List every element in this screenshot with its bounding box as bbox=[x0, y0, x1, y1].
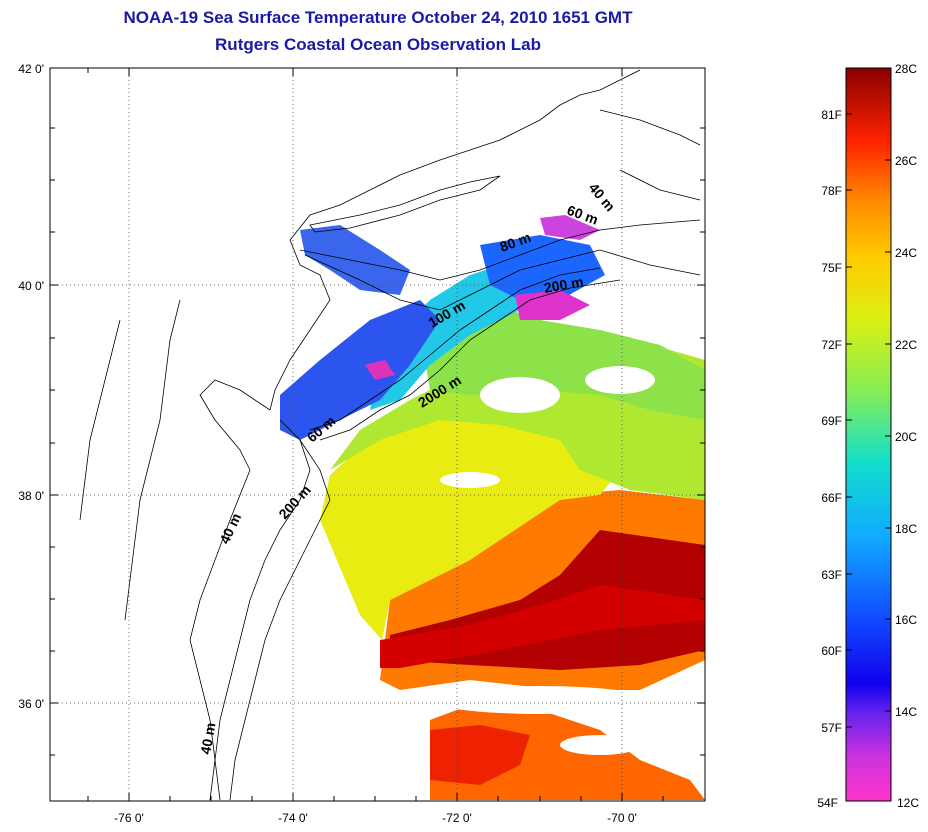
sst-gulf-stream-core bbox=[380, 585, 705, 668]
isobath-label: 40 m bbox=[216, 511, 244, 547]
cloud-gap bbox=[585, 366, 655, 394]
lon-label: -72 0' bbox=[442, 811, 472, 825]
cloud-gap bbox=[480, 377, 560, 413]
lat-label: 36 0' bbox=[18, 697, 44, 711]
isobath-label: 200 m bbox=[543, 273, 585, 296]
colorbar-c-label: 24C bbox=[895, 246, 917, 260]
sst-imagery bbox=[280, 215, 705, 800]
colorbar-c-label: 14C bbox=[895, 705, 917, 719]
colorbar-f-label: 66F bbox=[821, 491, 842, 505]
colorbar-c-label: 18C bbox=[895, 522, 917, 536]
colorbar bbox=[845, 67, 892, 802]
sst-south-patch-red bbox=[430, 725, 530, 785]
colorbar-c-label: 16C bbox=[895, 613, 917, 627]
colorbar-ticks bbox=[846, 113, 891, 728]
lat-axis-labels: 42 0' 40 0' 38 0' 36 0' bbox=[18, 62, 44, 711]
cloud-gap bbox=[560, 735, 640, 755]
colorbar-f-label: 57F bbox=[821, 721, 842, 735]
cloud-gap bbox=[440, 472, 500, 488]
colorbar-f-label: 75F bbox=[821, 261, 842, 275]
colorbar-f-label: 63F bbox=[821, 568, 842, 582]
colorbar-f-label: 81F bbox=[821, 108, 842, 122]
colorbar-celsius-labels: 28C 26C 24C 22C 20C 18C 16C 14C 12C bbox=[895, 62, 919, 810]
map-title: NOAA-19 Sea Surface Temperature October … bbox=[123, 8, 633, 27]
cloud-gap bbox=[430, 686, 650, 714]
sst-blue-ny-bight bbox=[300, 225, 410, 295]
colorbar-f-label: 78F bbox=[821, 184, 842, 198]
sst-cyan-shelf bbox=[370, 262, 540, 410]
sst-blue-shelf bbox=[480, 235, 605, 300]
lon-label: -76 0' bbox=[114, 811, 144, 825]
sst-yellow-region bbox=[320, 415, 620, 640]
map-subtitle: Rutgers Coastal Ocean Observation Lab bbox=[215, 35, 541, 54]
lon-label: -70 0' bbox=[607, 811, 637, 825]
lat-label: 38 0' bbox=[18, 489, 44, 503]
colorbar-c-label: 12C bbox=[897, 796, 919, 810]
colorbar-fahrenheit-labels: 81F 78F 75F 72F 69F 66F 63F 60F 57F 54F bbox=[817, 108, 842, 810]
colorbar-c-label: 28C bbox=[895, 62, 917, 76]
sst-magenta-3 bbox=[365, 360, 395, 380]
lon-axis-labels: -76 0' -74 0' -72 0' -70 0' bbox=[114, 811, 637, 825]
colorbar-c-label: 20C bbox=[895, 430, 917, 444]
lon-label: -74 0' bbox=[278, 811, 308, 825]
colorbar-f-label: 60F bbox=[821, 644, 842, 658]
isobath-label: 200 m bbox=[275, 482, 313, 522]
sst-magenta-1 bbox=[515, 290, 590, 320]
lat-label: 40 0' bbox=[18, 279, 44, 293]
map-frame bbox=[49, 67, 706, 802]
isobath-label: 40 m bbox=[197, 721, 218, 755]
colorbar-f-label: 72F bbox=[821, 338, 842, 352]
colorbar-c-label: 22C bbox=[895, 338, 917, 352]
axis-ticks bbox=[50, 68, 705, 801]
colorbar-f-label: 54F bbox=[817, 796, 838, 810]
sst-blue-nearshore bbox=[280, 300, 440, 440]
lat-label: 42 0' bbox=[18, 62, 44, 76]
colorbar-c-label: 26C bbox=[895, 154, 917, 168]
cloud-gap bbox=[610, 290, 705, 350]
colorbar-f-label: 69F bbox=[821, 414, 842, 428]
coastline bbox=[79, 69, 701, 801]
